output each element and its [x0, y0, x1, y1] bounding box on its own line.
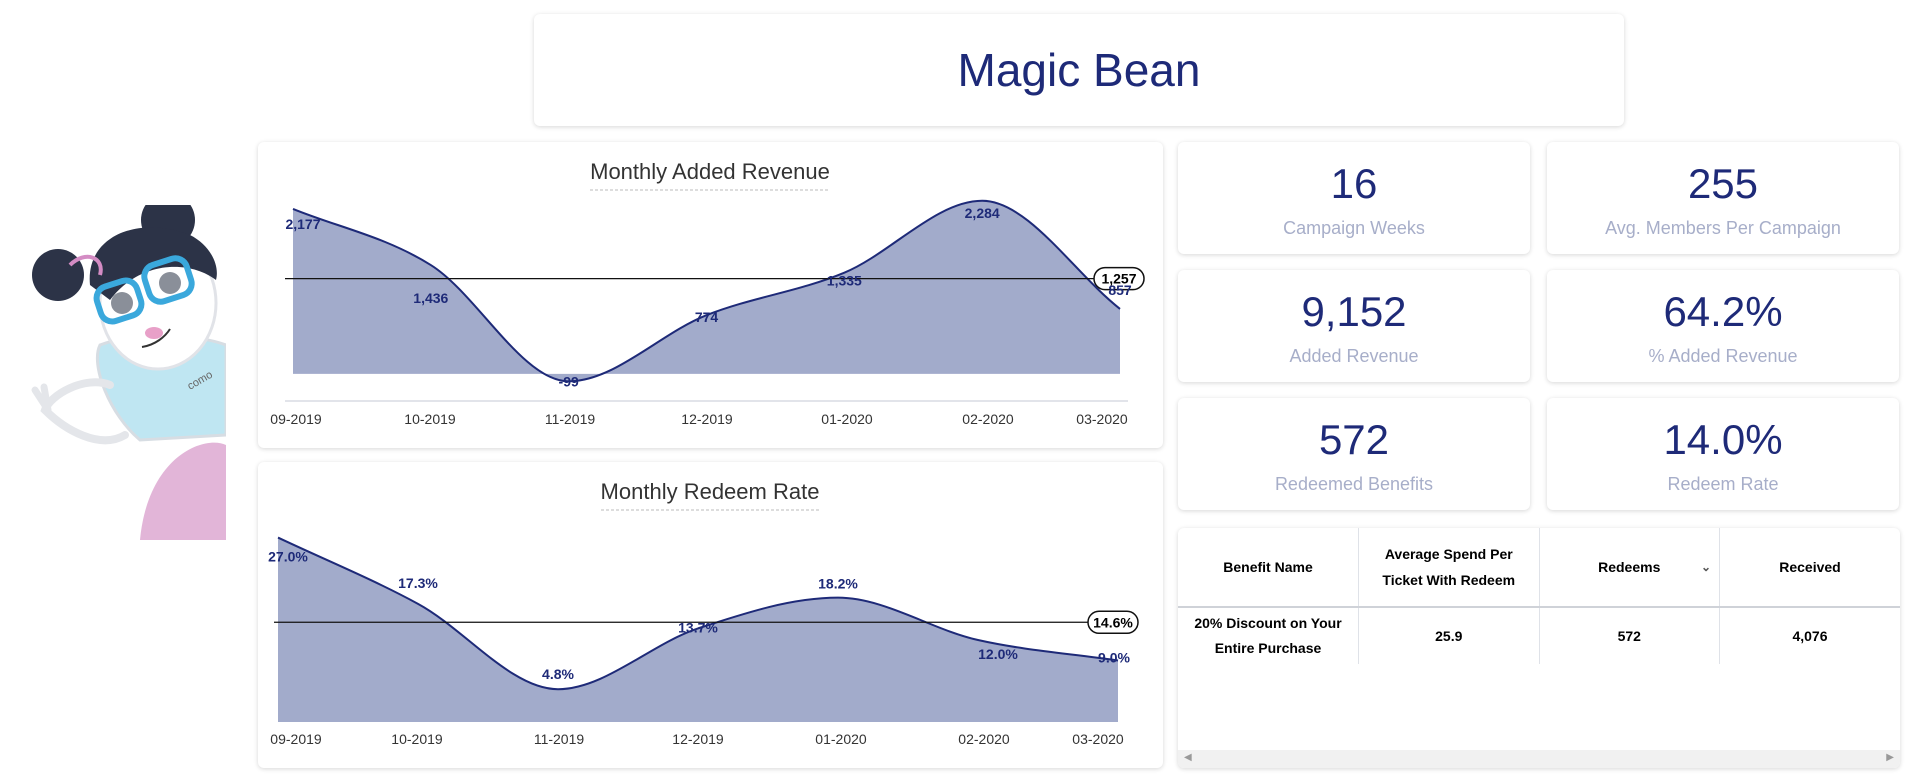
x-tick-label: 02-2020 [962, 411, 1014, 427]
x-tick-label: 01-2020 [821, 411, 873, 427]
series-line [277, 536, 1119, 691]
table-cell: 572 [1538, 607, 1720, 664]
kpi-label: Added Revenue [1289, 346, 1419, 366]
kpi-label: Redeem Rate [1667, 474, 1779, 494]
kpi-pct-added-revenue: 64.2% % Added Revenue [1547, 270, 1899, 382]
x-tick-label: 09-2019 [270, 731, 322, 747]
data-label: 13.7% [678, 619, 718, 635]
data-label: 4.8% [542, 666, 574, 682]
kpi-value: 255 [1687, 160, 1759, 207]
column-header-label: Redeems [1598, 559, 1661, 575]
column-header-avg-spend[interactable]: Average Spend Per Ticket With Redeem [1358, 528, 1539, 608]
x-tick-label: 03-2020 [1072, 731, 1124, 747]
mascot-headband-icon [68, 254, 103, 276]
column-header-received[interactable]: Received [1719, 528, 1900, 608]
page-title-card: Magic Bean [534, 14, 1624, 126]
table-header-row: Benefit Name Average Spend Per Ticket Wi… [1178, 528, 1900, 608]
x-tick-label: 01-2020 [815, 731, 867, 747]
series-line [292, 199, 1121, 383]
kpi-label: Campaign Weeks [1283, 218, 1425, 238]
kpi-avg-members: 255 Avg. Members Per Campaign [1547, 142, 1899, 254]
column-header-label: Benefit Name [1223, 559, 1313, 575]
kpi-value: 64.2% [1663, 288, 1783, 335]
page-title: Magic Bean [957, 44, 1201, 96]
area-fill [278, 537, 1118, 722]
chevron-down-icon[interactable]: ⌄ [1700, 560, 1711, 574]
x-tick-label: 02-2020 [958, 731, 1010, 747]
mascot-hand-icon [31, 383, 52, 414]
x-tick-label: 09-2019 [270, 411, 322, 427]
data-label: 774 [695, 309, 719, 325]
data-label: 2,284 [965, 205, 1000, 221]
x-tick-label: 12-2019 [672, 731, 724, 747]
average-badge [1093, 266, 1145, 291]
x-tick-label: 10-2019 [391, 731, 443, 747]
added-revenue-chart-card: Monthly Added Revenue 1,257 2,177 1,436 -9… [258, 142, 1163, 448]
data-label: 9.0% [1098, 650, 1130, 666]
kpi-value: 14.0% [1663, 416, 1783, 463]
data-label: 17.3% [398, 575, 438, 591]
table-cell: 25.9 [1358, 607, 1539, 664]
column-header-redeems[interactable]: Redeems ⌄ [1538, 528, 1720, 608]
benefits-table-card: Benefit Name Average Spend Per Ticket Wi… [1178, 528, 1900, 768]
chart-title: Monthly Added Revenue [590, 159, 830, 184]
data-label: 1,335 [827, 273, 862, 289]
table-row: 20% Discount on Your Entire Purchase 25.… [1178, 607, 1900, 664]
table-cell: 4,076 [1719, 607, 1900, 664]
column-header-label: Received [1779, 559, 1841, 575]
x-tick-label: 11-2019 [534, 731, 585, 747]
mascot-skirt-icon [140, 442, 226, 540]
mascot-mouth-icon [141, 328, 171, 348]
area-fill [293, 200, 1120, 382]
table-cell: 20% Discount on Your Entire Purchase [1194, 615, 1342, 656]
data-label: 27.0% [268, 549, 308, 565]
kpi-label: % Added Revenue [1648, 346, 1798, 366]
average-label: 1,257 [1101, 271, 1136, 287]
kpi-value: 9,152 [1301, 288, 1407, 335]
kpi-value: 572 [1318, 416, 1390, 463]
kpi-value: 16 [1330, 160, 1378, 207]
added-revenue-chart: Monthly Added Revenue 1,257 2,177 1,436 -9… [270, 159, 1145, 427]
redeem-rate-chart-card: Monthly Redeem Rate 14.6% 27.0% 17.3% 4.8%… [258, 462, 1163, 768]
data-label: 857 [1108, 282, 1132, 298]
mascot-illustration: como [30, 205, 226, 540]
column-header-benefit-name[interactable]: Benefit Name [1178, 528, 1359, 608]
benefits-table: Benefit Name Average Spend Per Ticket Wi… [1178, 528, 1900, 664]
data-label: 12.0% [978, 646, 1018, 662]
mascot-hair-bun-side-icon [32, 249, 84, 301]
data-label: -99 [559, 373, 579, 389]
kpi-added-revenue: 9,152 Added Revenue [1178, 270, 1530, 382]
average-badge [1087, 610, 1139, 635]
data-label: 1,436 [413, 290, 448, 306]
x-tick-label: 10-2019 [404, 411, 456, 427]
mascot-eye-right-icon [159, 272, 181, 294]
average-label: 14.6% [1093, 614, 1133, 630]
data-label: 18.2% [818, 576, 858, 592]
x-tick-label: 12-2019 [681, 411, 733, 427]
mascot-glasses-left-icon [93, 277, 145, 325]
kpi-label: Redeemed Benefits [1274, 474, 1434, 494]
horizontal-scrollbar[interactable]: ◀ ▶ [1178, 750, 1900, 768]
x-tick-label: 11-2019 [545, 411, 596, 427]
kpi-label: Avg. Members Per Campaign [1605, 218, 1841, 238]
redeem-rate-chart: Monthly Redeem Rate 14.6% 27.0% 17.3% 4.8%… [268, 479, 1139, 747]
column-header-label: Average Spend Per Ticket With Redeem [1382, 546, 1516, 588]
x-tick-label: 03-2020 [1076, 411, 1128, 427]
mascot-glasses-right-icon [141, 255, 195, 305]
kpi-redeemed-benefits: 572 Redeemed Benefits [1178, 398, 1530, 510]
mascot-eye-left-icon [111, 292, 133, 314]
triangle-left-icon[interactable]: ◀ [1184, 752, 1192, 763]
kpi-redeem-rate: 14.0% Redeem Rate [1547, 398, 1899, 510]
triangle-right-icon[interactable]: ▶ [1886, 752, 1894, 763]
chart-title: Monthly Redeem Rate [601, 479, 820, 504]
kpi-campaign-weeks: 16 Campaign Weeks [1178, 142, 1530, 254]
mascot-cheek-icon [145, 327, 163, 339]
data-label: 2,177 [285, 216, 320, 232]
